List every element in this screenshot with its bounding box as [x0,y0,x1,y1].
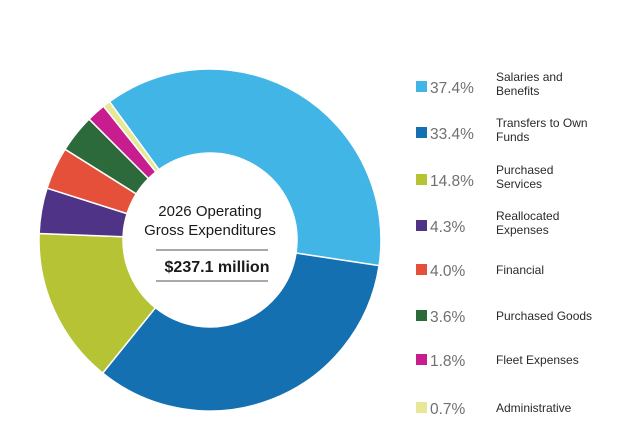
legend-swatch-reallocated-expenses [416,220,427,231]
legend-swatch-transfers-to-own-funds [416,127,427,138]
legend-label-salaries-and-benefits: Salaries and Benefits [496,70,563,98]
legend-swatch-administrative [416,402,427,413]
chart-title-line-1: 2026 Operating [158,203,261,220]
chart-title-line-2: Gross Expenditures [144,222,276,239]
legend-percent-administrative: 0.7% [430,401,466,418]
slice-salaries-and-benefits [108,68,382,267]
legend-label-transfers-to-own-funds: Transfers to Own Funds [496,116,588,144]
legend-swatch-financial [416,264,427,275]
legend-swatch-purchased-goods [416,310,427,321]
slice-administrative [102,100,160,173]
slice-transfers-to-own-funds [101,252,380,412]
legend-label-administrative: Administrative [496,401,572,415]
donut-center: 2026 Operating Gross Expenditures $237.1… [144,203,276,282]
legend-label-purchased-services: Purchased Services [496,163,553,191]
legend-percent-reallocated-expenses: 4.3% [430,219,466,236]
legend-label-financial: Financial [496,263,544,277]
legend-label-reallocated-expenses: Reallocated Expenses [496,209,559,237]
legend-percent-purchased-goods: 3.6% [430,309,466,326]
legend-label-fleet-expenses: Fleet Expenses [496,353,579,367]
legend-swatch-purchased-services [416,174,427,185]
legend-percent-salaries-and-benefits: 37.4% [430,80,474,97]
legend-swatch-salaries-and-benefits [416,81,427,92]
legend-label-purchased-goods: Purchased Goods [496,309,592,323]
donut-slices [38,68,382,412]
legend-swatch-fleet-expenses [416,354,427,365]
legend-percent-purchased-services: 14.8% [430,173,474,190]
total-amount: $237.1 million [165,259,270,276]
legend-percent-financial: 4.0% [430,263,466,280]
chart-legend: 37.4% Salaries and Benefits 33.4% Transfers … [416,70,592,418]
legend-percent-transfers-to-own-funds: 33.4% [430,126,474,143]
legend-percent-fleet-expenses: 1.8% [430,353,466,370]
